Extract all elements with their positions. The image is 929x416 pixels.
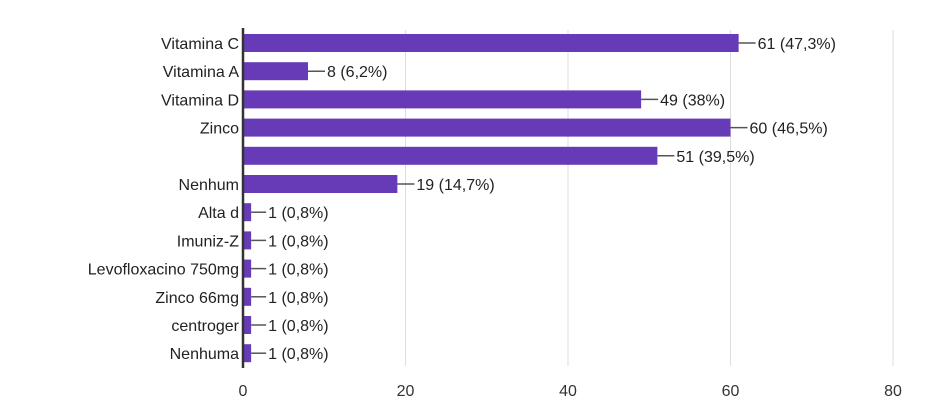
bars <box>243 34 739 363</box>
bar <box>243 34 739 52</box>
category-label: Imuniz-Z <box>177 233 239 250</box>
data-label: 1 (0,8%) <box>268 346 328 363</box>
x-tick-label: 60 <box>722 383 740 400</box>
bar <box>243 231 252 250</box>
category-label: Zinco <box>200 121 239 138</box>
category-label: Vitamina D <box>161 92 239 109</box>
category-label: Zinco 66mg <box>155 290 239 307</box>
bar <box>243 118 731 137</box>
x-tick-label: 0 <box>239 383 248 400</box>
bar <box>243 316 252 334</box>
x-tick-label: 20 <box>397 383 415 400</box>
leader-lines <box>251 42 756 354</box>
category-label: Vitamina A <box>163 64 240 81</box>
x-axis-tick-labels: 0 20 40 60 80 <box>239 383 902 400</box>
data-label: 1 (0,8%) <box>268 318 328 335</box>
category-label: Levofloxacino 750mg <box>88 262 239 279</box>
data-label: 1 (0,8%) <box>268 262 328 279</box>
bar <box>243 146 658 165</box>
data-label: 51 (39,5%) <box>676 149 754 166</box>
category-labels: Vitamina C Vitamina A Vitamina D Zinco Nenhu… <box>88 36 240 363</box>
bar <box>243 175 398 193</box>
data-label: 8 (6,2%) <box>327 64 387 81</box>
bar <box>243 62 308 81</box>
data-label: 49 (38%) <box>660 92 725 109</box>
category-label: Vitamina C <box>161 36 239 53</box>
data-label: 19 (14,7%) <box>416 177 494 194</box>
data-label: 60 (46,5%) <box>750 121 828 138</box>
x-tick-label: 40 <box>559 383 577 400</box>
data-label: 1 (0,8%) <box>268 205 328 222</box>
category-label: Nenhuma <box>170 346 239 363</box>
grid-lines <box>405 30 894 366</box>
bar <box>243 90 642 109</box>
bar <box>243 259 252 278</box>
bar <box>243 287 252 306</box>
x-tick-label: 80 <box>884 383 902 400</box>
category-label: Alta d <box>198 205 239 222</box>
data-label: 1 (0,8%) <box>268 290 328 307</box>
category-label: Nenhum <box>179 177 239 194</box>
data-label: 61 (47,3%) <box>758 36 836 53</box>
data-label: 1 (0,8%) <box>268 233 328 250</box>
bar <box>243 344 252 363</box>
bar <box>243 203 252 222</box>
data-labels: 61 (47,3%) 8 (6,2%) 49 (38%) 60 (46,5%) 51 (… <box>268 36 836 363</box>
category-label: centroger <box>171 318 239 335</box>
